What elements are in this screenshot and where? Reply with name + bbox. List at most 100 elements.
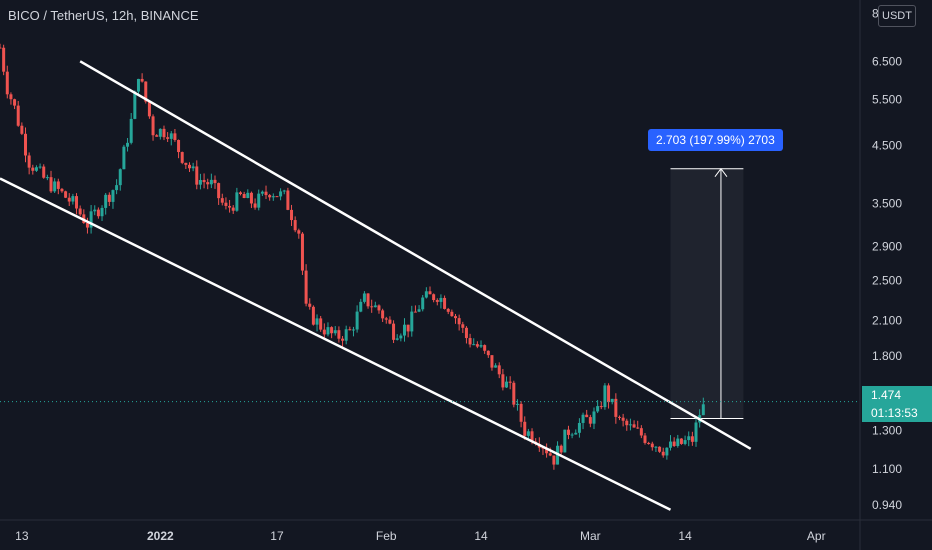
price-tick-label: 5.500 <box>872 93 902 107</box>
candle-body <box>454 316 458 319</box>
candle-body <box>107 194 111 202</box>
price-tick-label: 3.500 <box>872 196 902 210</box>
measure-arrowhead <box>714 167 728 177</box>
candle-body <box>337 330 341 339</box>
currency-button[interactable]: USDT <box>878 5 916 27</box>
candle-body <box>198 179 202 185</box>
candle-body <box>617 416 621 418</box>
candle-body <box>596 406 600 412</box>
candle-body <box>16 105 20 126</box>
candle-body <box>362 293 366 302</box>
candle-body <box>78 208 82 215</box>
candle-body <box>213 179 217 184</box>
candle-body <box>34 167 38 171</box>
candle-body <box>457 318 461 325</box>
candle-body <box>519 403 523 422</box>
candle-body <box>370 306 374 308</box>
time-tick-label: 17 <box>270 529 284 543</box>
candle-body <box>122 146 126 170</box>
candle-body <box>5 71 9 95</box>
candle-body <box>428 291 432 295</box>
candle-body <box>13 99 17 106</box>
candle-body <box>632 424 636 428</box>
candle-body <box>410 311 414 332</box>
candle-body <box>64 191 68 198</box>
candle-body <box>563 429 567 453</box>
candle-body <box>271 196 275 198</box>
candle-body <box>319 318 323 330</box>
time-tick-label: Mar <box>580 529 601 543</box>
candle-body <box>293 220 297 231</box>
candle-body <box>497 365 501 375</box>
candle-body <box>71 196 75 202</box>
candle-body <box>701 404 705 416</box>
time-tick-label: Feb <box>376 529 397 543</box>
candle-body <box>614 398 618 417</box>
candle-body <box>231 207 235 211</box>
measure-box <box>670 168 744 419</box>
candle-body <box>53 181 57 192</box>
candle-body <box>530 431 534 442</box>
candle-body <box>483 345 487 351</box>
candle-body <box>253 203 257 208</box>
candle-body <box>505 381 509 388</box>
candle-body <box>351 329 355 331</box>
candle-body <box>228 205 232 208</box>
candle-body <box>147 101 151 117</box>
candle-body <box>195 166 199 185</box>
channel-upper-trendline <box>79 60 752 450</box>
candle-body <box>315 318 319 325</box>
candle-body <box>545 448 549 454</box>
candle-body <box>115 185 119 191</box>
candle-body <box>344 329 348 341</box>
measure-label: 2.703 (197.99%) 2703 <box>648 129 783 151</box>
price-tick-label: 1.100 <box>872 462 902 476</box>
candle-body <box>450 311 454 317</box>
candle-body <box>384 318 388 320</box>
candle-body <box>155 135 159 137</box>
candle-body <box>191 166 195 169</box>
candle-body <box>184 162 188 165</box>
candle-body <box>166 137 170 139</box>
candle-body <box>599 406 603 408</box>
candle-body <box>56 181 60 189</box>
candle-body <box>89 211 93 228</box>
candle-body <box>439 297 443 302</box>
candle-body <box>574 432 578 435</box>
candle-body <box>209 179 213 185</box>
candle-body <box>304 270 308 304</box>
candle-body <box>85 222 89 228</box>
price-tick-label: 6.500 <box>872 54 902 68</box>
candle-body <box>661 451 665 456</box>
candle-body <box>443 297 447 309</box>
price-tick-label: 0.940 <box>872 498 902 512</box>
price-tick-label: 2.900 <box>872 239 902 253</box>
candle-body <box>275 196 279 198</box>
candle-body <box>217 183 221 199</box>
candle-body <box>603 385 607 408</box>
candle-body <box>366 293 370 307</box>
candle-body <box>220 198 224 203</box>
candle-body <box>49 177 53 192</box>
candle-body <box>158 128 162 137</box>
time-tick-label: Apr <box>807 529 826 543</box>
time-tick-label: 2022 <box>147 529 174 543</box>
candle-body <box>643 435 647 443</box>
candle-body <box>300 233 304 271</box>
candle-body <box>268 195 272 198</box>
candle-body <box>490 355 494 368</box>
candle-body <box>446 308 450 312</box>
candle-body <box>151 116 155 136</box>
bar-countdown: 01:13:53 <box>871 406 918 420</box>
candle-body <box>472 344 476 346</box>
candle-body <box>129 118 133 143</box>
last-price-value: 1.474 <box>871 388 902 402</box>
candle-body <box>173 133 177 141</box>
candle-body <box>133 91 137 119</box>
candle-body <box>239 192 243 195</box>
candle-body <box>286 190 290 210</box>
candle-body <box>67 197 71 202</box>
candle-body <box>355 311 359 330</box>
candle-body <box>639 428 643 436</box>
